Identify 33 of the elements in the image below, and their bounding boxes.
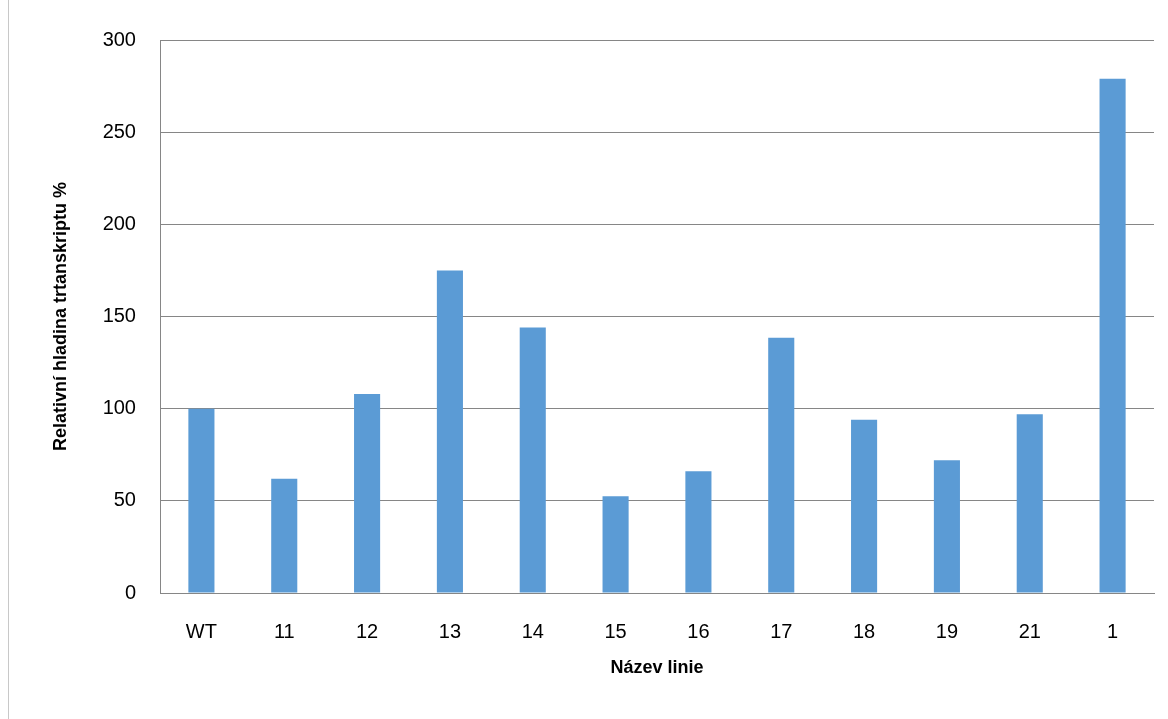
y-tick-label: 250 [102, 119, 136, 142]
x-tick-label: 16 [687, 619, 710, 642]
x-tick-label: WT [185, 619, 217, 642]
bar [271, 478, 298, 593]
bar [1016, 414, 1043, 593]
x-axis-title: Název linie [610, 657, 704, 678]
x-tick-label: 13 [438, 619, 462, 642]
bar [602, 496, 629, 593]
x-tick-label: 17 [770, 619, 793, 642]
x-tick-label: 21 [1018, 619, 1041, 642]
x-tick-label: 11 [273, 619, 295, 642]
bar [1099, 78, 1126, 593]
bar [354, 393, 381, 593]
bar [768, 337, 795, 593]
x-tick-label: 12 [355, 619, 379, 642]
x-tick-label: 1 [1107, 619, 1119, 642]
y-tick-label: 0 [124, 580, 136, 603]
y-tick-label: 100 [102, 396, 136, 419]
x-tick-label: 18 [852, 619, 876, 642]
x-tick-label: 15 [604, 619, 627, 642]
bar [188, 408, 215, 593]
x-tick-label: 14 [521, 619, 544, 642]
y-tick-label: 200 [102, 211, 136, 234]
y-axis-title: Relativní hladina trtanskriptu % [49, 181, 70, 452]
bar [436, 270, 463, 593]
bar [519, 327, 546, 593]
y-tick-label: 50 [113, 488, 136, 511]
y-tick-label: 300 [102, 27, 136, 50]
y-tick-label: 150 [102, 304, 136, 327]
bar [933, 460, 960, 593]
x-tick-label: 19 [935, 619, 959, 642]
bar [685, 471, 712, 593]
bar [851, 419, 878, 593]
